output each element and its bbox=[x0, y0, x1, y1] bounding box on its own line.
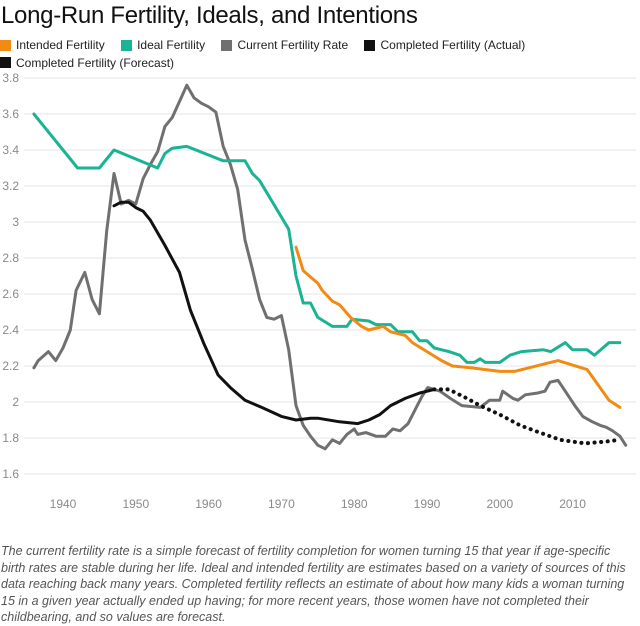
legend-item-current[interactable]: Current Fertility Rate bbox=[221, 37, 348, 53]
y-tick-label: 3.4 bbox=[2, 143, 19, 157]
series-line-intended-fertility bbox=[294, 245, 622, 409]
legend: Intended Fertility Ideal Fertility Curre… bbox=[0, 37, 640, 72]
x-axis-ticks: 1940 1950 1960 1970 1980 1990 2000 2010 bbox=[50, 497, 587, 511]
chart-title: Long-Run Fertility, Ideals, and Intentio… bbox=[1, 2, 418, 29]
y-tick-label: 3.8 bbox=[2, 71, 19, 85]
x-tick-label: 1990 bbox=[414, 497, 441, 511]
legend-label-completed-actual: Completed Fertility (Actual) bbox=[380, 38, 526, 52]
legend-item-completed-forecast[interactable]: Completed Fertility (Forecast) bbox=[0, 55, 174, 71]
y-tick-label: 2.2 bbox=[2, 359, 19, 373]
series-line-current-fertility-rate bbox=[32, 83, 628, 451]
y-tick-label: 2.4 bbox=[2, 323, 19, 337]
legend-label-completed-forecast: Completed Fertility (Forecast) bbox=[16, 55, 175, 70]
line-chart: 1.6 1.8 2 2.2 2.4 2.6 2.8 3 3.2 3.4 3.6 3.8 1940 195… bbox=[2, 71, 636, 511]
legend-label-current: Current Fertility Rate bbox=[237, 38, 349, 52]
x-tick-label: 2010 bbox=[559, 497, 586, 511]
x-tick-label: 1950 bbox=[122, 497, 149, 511]
legend-swatch-ideal bbox=[121, 39, 133, 51]
series-lines bbox=[32, 83, 628, 451]
legend-item-intended[interactable]: Intended Fertility bbox=[0, 37, 105, 53]
y-tick-label: 3.6 bbox=[2, 107, 19, 121]
legend-label-ideal: Ideal Fertility bbox=[137, 38, 206, 52]
y-tick-label: 2.8 bbox=[2, 251, 19, 265]
series-line-ideal-fertility bbox=[32, 112, 622, 364]
legend-label-intended: Intended Fertility bbox=[16, 38, 105, 52]
x-tick-label: 1940 bbox=[50, 497, 77, 511]
gridlines bbox=[24, 77, 636, 475]
x-tick-label: 1980 bbox=[341, 497, 368, 511]
y-tick-label: 2 bbox=[12, 395, 19, 409]
series-line-completed-fertility-forecast bbox=[432, 387, 622, 446]
y-tick-label: 1.6 bbox=[2, 467, 19, 481]
y-tick-label: 2.6 bbox=[2, 287, 19, 301]
y-tick-label: 3.2 bbox=[2, 179, 19, 193]
legend-item-ideal[interactable]: Ideal Fertility bbox=[121, 37, 205, 53]
x-tick-label: 1970 bbox=[268, 497, 295, 511]
legend-swatch-completed-forecast bbox=[0, 57, 11, 68]
x-tick-label: 2000 bbox=[486, 497, 513, 511]
series-line-completed-fertility-actual bbox=[112, 200, 436, 426]
footnote: The current fertility rate is a simple f… bbox=[1, 544, 626, 624]
y-tick-label: 1.8 bbox=[2, 431, 19, 445]
y-tick-label: 3 bbox=[12, 215, 19, 229]
legend-item-completed-actual[interactable]: Completed Fertility (Actual) bbox=[364, 37, 525, 53]
legend-swatch-intended bbox=[0, 39, 11, 51]
y-axis-ticks: 1.6 1.8 2 2.2 2.4 2.6 2.8 3 3.2 3.4 3.6 3.8 bbox=[2, 71, 19, 481]
legend-swatch-completed-actual bbox=[364, 39, 376, 51]
legend-swatch-current bbox=[221, 39, 233, 51]
x-tick-label: 1960 bbox=[195, 497, 222, 511]
